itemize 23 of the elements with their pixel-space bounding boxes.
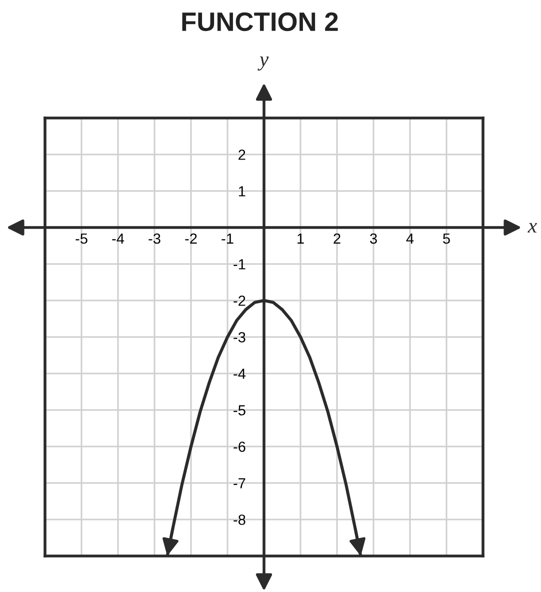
x-tick-label: -1 xyxy=(222,234,234,244)
y-tick-label: -8 xyxy=(234,514,246,525)
y-axis-title: y xyxy=(258,56,269,71)
chart-title: FUNCTION 2 xyxy=(182,12,338,32)
y-tick-label: 1 xyxy=(238,186,246,196)
x-tick-label: 2 xyxy=(334,233,340,244)
x-tick-label: -4 xyxy=(112,234,124,244)
x-tick-label: 3 xyxy=(370,233,377,244)
y-tick-label: -6 xyxy=(234,442,246,452)
x-tick-label: 5 xyxy=(443,234,450,244)
y-tick-label: -4 xyxy=(234,368,246,379)
y-tick-label: 2 xyxy=(238,150,246,160)
x-tick-label: -3 xyxy=(148,233,160,244)
y-tick-label: -7 xyxy=(234,478,246,488)
y-tick-label: -3 xyxy=(234,332,246,342)
y-tick-label: -2 xyxy=(234,296,246,306)
x-tick-label: 4 xyxy=(406,234,414,244)
y-tick-label: -1 xyxy=(234,259,246,270)
x-tick-label: -5 xyxy=(76,234,88,244)
y-tick-label: -5 xyxy=(234,405,246,416)
x-tick-label: 1 xyxy=(298,234,304,244)
x-axis-title: x xyxy=(528,222,537,233)
x-tick-label: -2 xyxy=(185,233,197,244)
